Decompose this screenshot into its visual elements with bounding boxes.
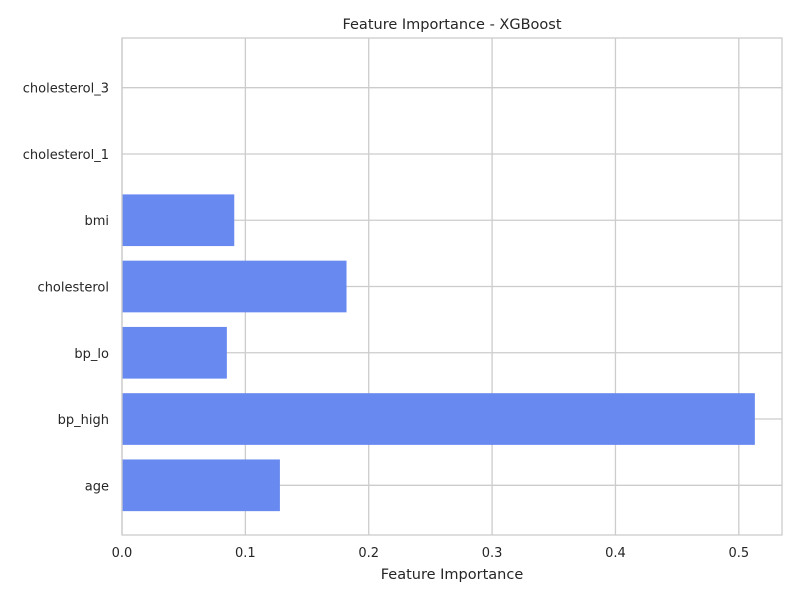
y-tick-label: age	[85, 479, 109, 494]
plot-frame	[121, 37, 783, 536]
bar-layer	[122, 194, 755, 512]
y-tick-label: cholesterol	[38, 281, 109, 296]
y-tick-label: bp_lo	[74, 347, 109, 362]
x-tick-labels: 0.0 0.1 0.2 0.3 0.4 0.5	[112, 546, 750, 561]
y-tick-labels: age bp_high bp_lo cholesterol bmi cholesterol…	[23, 82, 109, 495]
y-tick-label: cholesterol_3	[23, 82, 109, 97]
x-tick-label: 0.3	[482, 546, 503, 561]
bar-cholesterol	[122, 260, 347, 313]
x-tick-label: 0.5	[728, 546, 749, 561]
y-tick-label: bmi	[84, 214, 109, 229]
chart-title: Feature Importance - XGBoost	[342, 17, 561, 33]
bar-age	[122, 459, 280, 512]
x-tick-label: 0.1	[235, 546, 256, 561]
y-tick-label: cholesterol_1	[23, 148, 109, 163]
x-tick-label: 0.2	[358, 546, 379, 561]
bar-bmi	[122, 194, 235, 247]
x-tick-label: 0.4	[605, 546, 626, 561]
bar-bp_lo	[122, 326, 227, 379]
y-tick-label: bp_high	[58, 413, 109, 428]
x-axis-label: Feature Importance	[381, 567, 524, 583]
bar-bp_high	[122, 393, 755, 445]
x-tick-label: 0.0	[112, 546, 133, 561]
